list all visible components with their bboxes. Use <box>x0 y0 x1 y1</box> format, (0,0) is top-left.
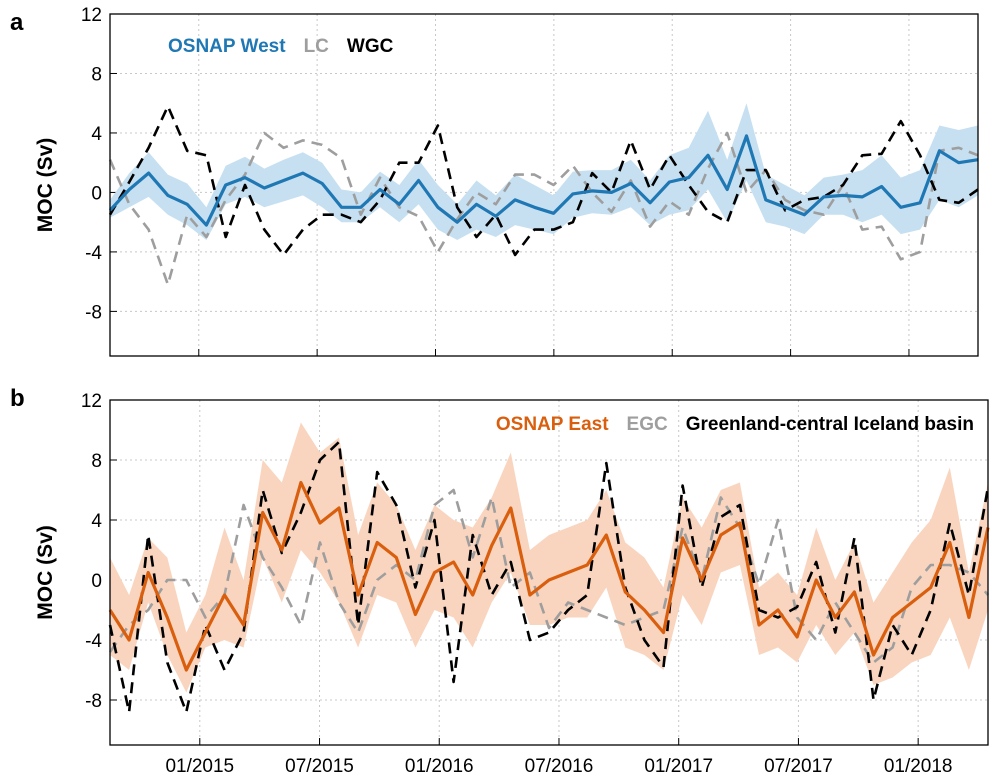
x-tick-label: 01/2017 <box>644 756 713 777</box>
x-tick-label: 07/2017 <box>764 756 833 777</box>
legend: OSNAP West LC WGC <box>168 36 394 57</box>
panel-letter: b <box>10 385 25 412</box>
y-tick-label: 8 <box>91 64 102 85</box>
panel-a: 12 8 4 0 -4 -8 MOC (Sv) a OSNAP West LC WGC <box>10 5 979 357</box>
legend-entry: OSNAP West <box>168 36 286 57</box>
y-tick-label: 0 <box>91 571 102 592</box>
y-axis-label: MOC (Sv) <box>34 138 57 233</box>
panel-b: 12 8 4 0 -4 -8 MOC (Sv) b OSNAP East EGC Greenland… <box>10 385 990 777</box>
series-line-greenland-central-iceland-basin <box>108 440 990 714</box>
y-tick-label: 12 <box>81 391 102 412</box>
x-tick-label: 01/2015 <box>165 756 234 777</box>
legend-entry: EGC <box>627 414 668 435</box>
y-axis-label: MOC (Sv) <box>34 525 57 620</box>
legend-entry: WGC <box>347 36 394 57</box>
series-line-lc <box>108 131 979 286</box>
y-tick-label: 4 <box>91 124 102 145</box>
y-tick-label: 8 <box>91 451 102 472</box>
y-tick-label: 4 <box>91 511 102 532</box>
legend-entry: LC <box>304 36 330 57</box>
x-tick-label: 01/2018 <box>884 756 953 777</box>
x-tick-label: 07/2015 <box>285 756 354 777</box>
panel-letter: a <box>10 9 24 36</box>
uncertainty-band <box>110 103 978 240</box>
series-line-wgc <box>108 104 979 257</box>
series-line-osnap-west <box>108 134 979 227</box>
legend-entry: Greenland-central Iceland basin <box>686 414 974 435</box>
uncertainty-band <box>110 422 988 693</box>
y-tick-label: -4 <box>85 243 102 264</box>
plot-frame <box>109 399 989 746</box>
x-tick-label: 01/2016 <box>405 756 474 777</box>
y-tick-label: -8 <box>85 302 102 323</box>
y-tick-label: 12 <box>81 5 102 26</box>
plot-frame <box>109 13 979 357</box>
x-tick-label: 07/2016 <box>525 756 594 777</box>
legend-entry: OSNAP East <box>496 414 609 435</box>
y-tick-label: -8 <box>85 691 102 712</box>
y-tick-label: -4 <box>85 631 102 652</box>
series-line-osnap-east <box>108 480 990 672</box>
y-tick-label: 0 <box>91 183 102 204</box>
legend: OSNAP East EGC Greenland-central Iceland b… <box>496 414 974 435</box>
